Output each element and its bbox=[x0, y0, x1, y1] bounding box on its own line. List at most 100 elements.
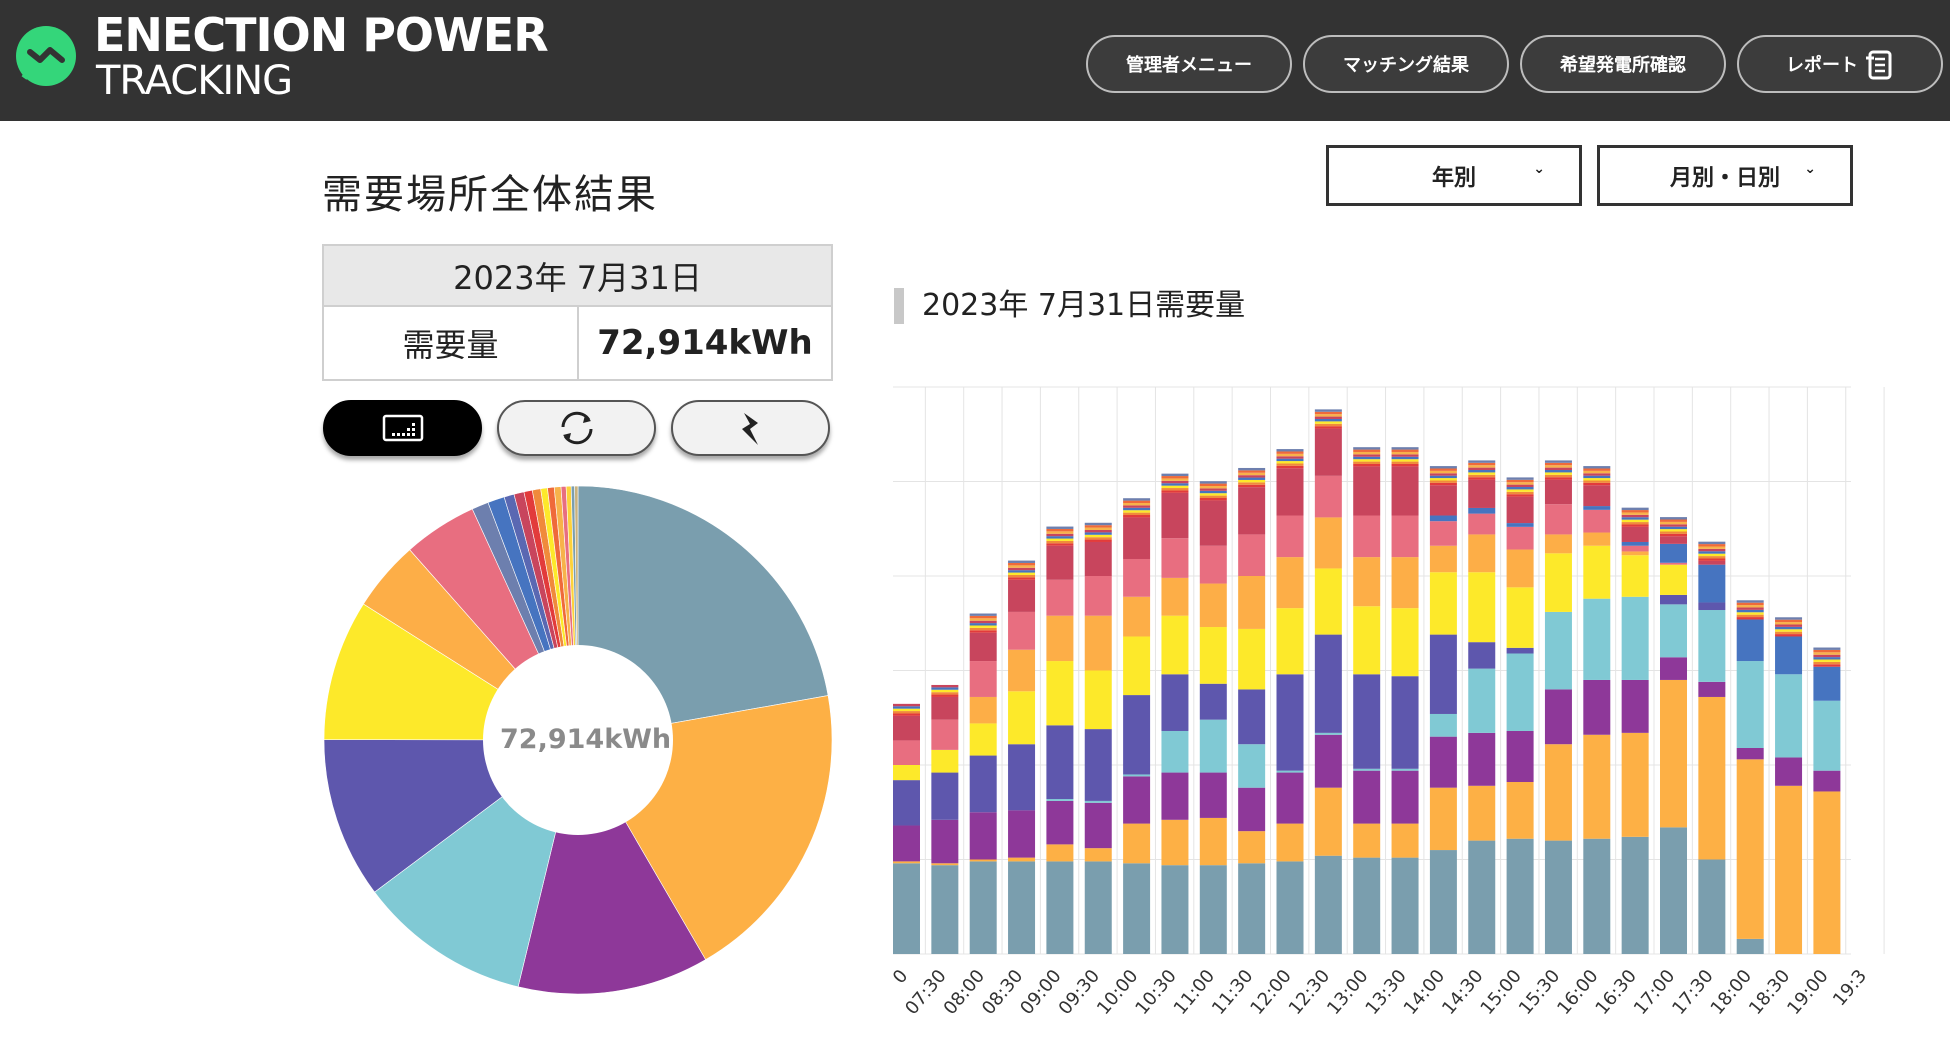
bar-segment[interactable] bbox=[1429, 736, 1457, 788]
bar-segment[interactable] bbox=[1775, 785, 1803, 954]
bar-segment[interactable] bbox=[1698, 602, 1726, 611]
bar-segment[interactable] bbox=[1084, 541, 1112, 576]
bar-segment[interactable] bbox=[1698, 560, 1726, 565]
bar-segment[interactable] bbox=[1161, 492, 1189, 539]
bar-segment[interactable] bbox=[1813, 666, 1841, 701]
bar-segment[interactable] bbox=[1008, 579, 1036, 612]
bar-segment[interactable] bbox=[1238, 487, 1266, 535]
bar-segment[interactable] bbox=[1161, 538, 1189, 578]
bar-segment[interactable] bbox=[1123, 695, 1151, 775]
bar-segment[interactable] bbox=[1161, 865, 1189, 954]
bar-segment[interactable] bbox=[1353, 557, 1381, 607]
bar-segment[interactable] bbox=[1199, 500, 1227, 546]
bar-segment[interactable] bbox=[1813, 700, 1841, 771]
bar-segment[interactable] bbox=[1084, 848, 1112, 862]
bar-segment[interactable] bbox=[1583, 734, 1611, 839]
bar-segment[interactable] bbox=[1314, 568, 1342, 635]
bar-segment[interactable] bbox=[1276, 468, 1304, 516]
bar-segment[interactable] bbox=[1199, 545, 1227, 584]
bar-segment[interactable] bbox=[1123, 558, 1151, 597]
bar-segment[interactable] bbox=[1391, 515, 1419, 558]
bar-segment[interactable] bbox=[1046, 844, 1074, 862]
bar-segment[interactable] bbox=[1468, 642, 1496, 669]
bar-segment[interactable] bbox=[1353, 768, 1381, 771]
bar-segment[interactable] bbox=[1353, 823, 1381, 858]
bar-segment[interactable] bbox=[893, 765, 920, 781]
bar-segment[interactable] bbox=[1621, 551, 1649, 556]
bar-segment[interactable] bbox=[1046, 861, 1074, 954]
bar-segment[interactable] bbox=[1660, 679, 1687, 828]
bar-segment[interactable] bbox=[893, 863, 920, 954]
bar-segment[interactable] bbox=[1238, 744, 1266, 788]
bar-segment[interactable] bbox=[931, 772, 959, 820]
bar-segment[interactable] bbox=[1084, 861, 1112, 954]
bar-segment[interactable] bbox=[1276, 861, 1304, 954]
bar-segment[interactable] bbox=[1852, 799, 1879, 954]
bar-segment[interactable] bbox=[1506, 838, 1534, 954]
bar-segment[interactable] bbox=[1276, 557, 1304, 609]
bar-segment[interactable] bbox=[1468, 572, 1496, 643]
bar-segment[interactable] bbox=[1468, 513, 1496, 535]
bar-segment[interactable] bbox=[969, 859, 997, 862]
bar-segment[interactable] bbox=[969, 632, 997, 662]
bar-segment[interactable] bbox=[1621, 555, 1649, 597]
bar-segment[interactable] bbox=[1161, 674, 1189, 731]
bar-segment[interactable] bbox=[1736, 747, 1764, 760]
bar-segment[interactable] bbox=[1123, 863, 1151, 954]
bar-segment[interactable] bbox=[1852, 657, 1879, 689]
bar-segment[interactable] bbox=[1199, 683, 1227, 720]
bar-segment[interactable] bbox=[1429, 787, 1457, 851]
bar-segment[interactable] bbox=[1775, 757, 1803, 786]
bar-segment[interactable] bbox=[1506, 587, 1534, 648]
bar-segment[interactable] bbox=[1391, 857, 1419, 954]
bar-segment[interactable] bbox=[1391, 768, 1419, 771]
year-dropdown[interactable]: 年別 ⌄ bbox=[1326, 145, 1582, 206]
bar-segment[interactable] bbox=[1429, 634, 1457, 714]
bar-segment[interactable] bbox=[1046, 579, 1074, 616]
bar-segment[interactable] bbox=[931, 863, 959, 866]
bar-segment[interactable] bbox=[1660, 536, 1687, 544]
bar-segment[interactable] bbox=[1736, 759, 1764, 939]
bar-segment[interactable] bbox=[1008, 810, 1036, 858]
bar-segment[interactable] bbox=[1276, 770, 1304, 773]
bar-segment[interactable] bbox=[1084, 802, 1112, 849]
bar-segment[interactable] bbox=[1199, 817, 1227, 866]
bar-segment[interactable] bbox=[1468, 534, 1496, 573]
bar-segment[interactable] bbox=[1544, 611, 1572, 690]
bar-segment[interactable] bbox=[1468, 732, 1496, 786]
bar-segment[interactable] bbox=[1506, 730, 1534, 783]
bar-segment[interactable] bbox=[1583, 838, 1611, 954]
bar-segment[interactable] bbox=[1506, 782, 1534, 839]
bar-segment[interactable] bbox=[969, 723, 997, 756]
bar-segment[interactable] bbox=[1314, 475, 1342, 518]
bar-segment[interactable] bbox=[1775, 636, 1803, 675]
bar-segment[interactable] bbox=[1314, 634, 1342, 733]
bar-segment[interactable] bbox=[1544, 744, 1572, 841]
bar-segment[interactable] bbox=[1391, 823, 1419, 858]
bar-segment[interactable] bbox=[1008, 649, 1036, 692]
bar-segment[interactable] bbox=[1429, 485, 1457, 516]
bar-segment[interactable] bbox=[1314, 734, 1342, 788]
bar-segment[interactable] bbox=[1123, 774, 1151, 777]
bar-segment[interactable] bbox=[893, 780, 920, 826]
bar-segment[interactable] bbox=[1468, 507, 1496, 514]
bar-segment[interactable] bbox=[1276, 772, 1304, 824]
bar-segment[interactable] bbox=[1698, 696, 1726, 860]
bar-segment[interactable] bbox=[1583, 509, 1611, 533]
bar-segment[interactable] bbox=[1008, 861, 1036, 954]
bar-segment[interactable] bbox=[1429, 572, 1457, 635]
bar-segment[interactable] bbox=[1238, 576, 1266, 629]
bar-segment[interactable] bbox=[1238, 787, 1266, 832]
bar-segment[interactable] bbox=[1775, 674, 1803, 758]
bar-segment[interactable] bbox=[1429, 521, 1457, 546]
bar-segment[interactable] bbox=[1314, 855, 1342, 954]
bar-segment[interactable] bbox=[931, 865, 959, 954]
bar-segment[interactable] bbox=[1698, 610, 1726, 682]
bar-segment[interactable] bbox=[1123, 517, 1151, 559]
bar-segment[interactable] bbox=[1199, 865, 1227, 954]
bar-segment[interactable] bbox=[1199, 719, 1227, 773]
bar-segment[interactable] bbox=[1621, 545, 1649, 552]
bar-segment[interactable] bbox=[1353, 857, 1381, 954]
bar-segment[interactable] bbox=[1353, 674, 1381, 769]
bar-segment[interactable] bbox=[1429, 515, 1457, 522]
